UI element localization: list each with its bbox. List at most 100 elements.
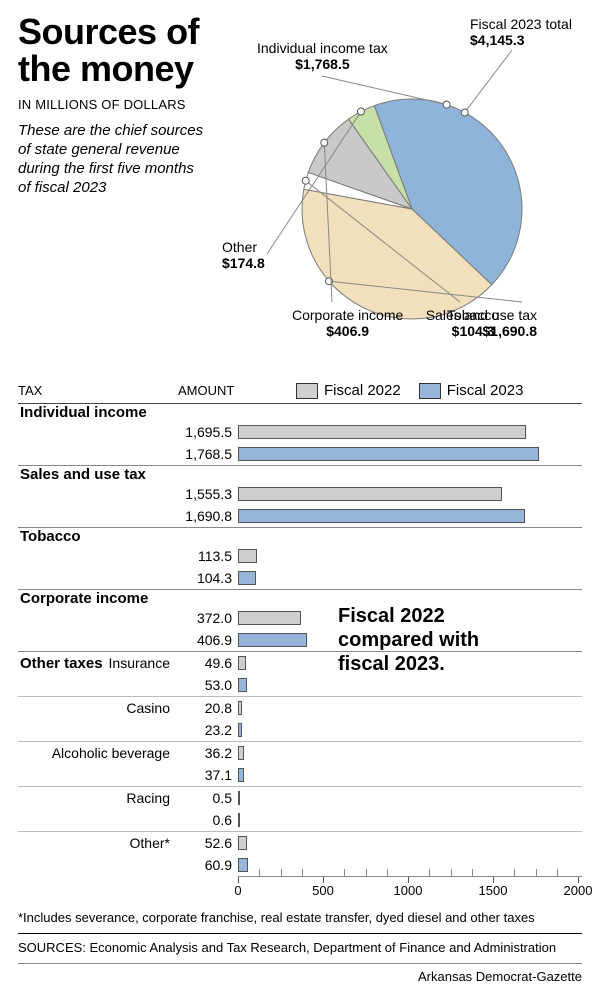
bar — [238, 858, 248, 872]
tick-label: 1000 — [394, 883, 423, 898]
tick-label: 1500 — [479, 883, 508, 898]
bar-row: 53.0 — [18, 674, 582, 696]
row-value: 104.3 — [178, 570, 238, 586]
bar-row: Casino20.8 — [18, 697, 582, 719]
legend-label-fy23: Fiscal 2023 — [447, 382, 524, 399]
row-value: 406.9 — [178, 632, 238, 648]
bar — [238, 678, 247, 692]
row-value: 52.6 — [178, 835, 238, 851]
bar — [238, 836, 247, 850]
top-section: Sources of the money IN MILLIONS OF DOLL… — [18, 14, 582, 374]
leader-marker — [357, 108, 364, 115]
tick-label: 2000 — [564, 883, 593, 898]
bar — [238, 768, 244, 782]
bar-track — [238, 858, 582, 872]
pie-slice-label: Corporate income$406.9 — [292, 307, 403, 339]
credit: Arkansas Democrat-Gazette — [18, 964, 582, 984]
row-value: 0.6 — [178, 812, 238, 828]
bar — [238, 746, 244, 760]
text-block: Sources of the money IN MILLIONS OF DOLL… — [18, 14, 218, 197]
row-value: 60.9 — [178, 857, 238, 873]
row-value: 23.2 — [178, 722, 238, 738]
swatch-fy23 — [419, 383, 441, 399]
sources: SOURCES: Economic Analysis and Tax Resea… — [18, 934, 582, 964]
group-title: Sales and use tax — [18, 466, 582, 483]
row-label: Racing — [18, 790, 178, 806]
bar — [238, 487, 502, 501]
row-value: 20.8 — [178, 700, 238, 716]
footnote: *Includes severance, corporate franchise… — [18, 910, 582, 934]
infographic-container: Sources of the money IN MILLIONS OF DOLL… — [0, 0, 600, 994]
bar-row: 37.1 — [18, 764, 582, 786]
row-value: 1,690.8 — [178, 508, 238, 524]
bar — [238, 813, 240, 827]
group-title: Tobacco — [18, 528, 582, 545]
description: These are the chief sources of state gen… — [18, 122, 208, 197]
row-value: 1,768.5 — [178, 446, 238, 462]
pie-slice-label: Tobacco$104.3 — [447, 307, 499, 339]
tick-minor — [536, 869, 537, 877]
bar-track — [238, 791, 582, 805]
bar-subgroup: Other*52.6 60.9 — [18, 832, 582, 876]
x-axis: 0500100015002000 — [238, 876, 582, 906]
bar-track — [238, 723, 582, 737]
legend: Fiscal 2022 Fiscal 2023 — [278, 382, 523, 399]
tick-minor — [557, 869, 558, 877]
row-value: 36.2 — [178, 745, 238, 761]
row-label: Other* — [18, 835, 178, 851]
bar — [238, 509, 525, 523]
bar-track — [238, 549, 582, 563]
tick-minor — [344, 869, 345, 877]
bar — [238, 791, 240, 805]
bar-group: Corporate income372.0406.9 — [18, 590, 582, 652]
tick-label: 0 — [234, 883, 241, 898]
bar — [238, 656, 246, 670]
bar-track — [238, 571, 582, 585]
bar — [238, 633, 307, 647]
bar-row: 1,555.3 — [18, 483, 582, 505]
tick-minor — [281, 869, 282, 877]
bar-track — [238, 768, 582, 782]
bar-row: 23.2 — [18, 719, 582, 741]
row-value: 113.5 — [178, 548, 238, 564]
row-label: Casino — [18, 700, 178, 716]
tick-minor — [366, 869, 367, 877]
bar-row: Other taxesInsurance49.6 — [18, 652, 582, 674]
bar-track — [238, 633, 582, 647]
bar-row: 60.9 — [18, 854, 582, 876]
tick-minor — [472, 869, 473, 877]
pie-slice-label: Individual income tax$1,768.5 — [257, 40, 388, 72]
bar-row: 1,690.8 — [18, 505, 582, 527]
bar-track — [238, 836, 582, 850]
bar-subgroup: Alcoholic beverage36.237.1 — [18, 742, 582, 787]
bar — [238, 447, 539, 461]
bar — [238, 723, 242, 737]
tick-minor — [514, 869, 515, 877]
bar-group: Sales and use tax1,555.3 1,690.8 — [18, 466, 582, 528]
bar-track — [238, 656, 582, 670]
tick-minor — [302, 869, 303, 877]
bar-group: Individual income 1,695.5 1,768.5 — [18, 404, 582, 466]
pie-total-label: Fiscal 2023 total$4,145.3 — [470, 16, 572, 48]
bar-track — [238, 611, 582, 625]
leader-line — [322, 76, 447, 105]
bar-row: 104.3 — [18, 567, 582, 589]
swatch-fy22 — [296, 383, 318, 399]
group-title: Individual income — [18, 404, 582, 421]
bar-row: Racing0.5 — [18, 787, 582, 809]
bar-group: Tobacco 113.5 104.3 — [18, 528, 582, 590]
bar — [238, 701, 242, 715]
row-value: 1,695.5 — [178, 424, 238, 440]
bar-track — [238, 701, 582, 715]
row-value: 37.1 — [178, 767, 238, 783]
leader-marker — [461, 109, 468, 116]
row-value: 53.0 — [178, 677, 238, 693]
row-value: 0.5 — [178, 790, 238, 806]
bar-row: 113.5 — [18, 545, 582, 567]
tick-minor — [429, 869, 430, 877]
bar-track — [238, 487, 582, 501]
leader-line — [465, 50, 512, 112]
bar-subgroup: Casino20.8 23.2 — [18, 697, 582, 742]
bar — [238, 425, 526, 439]
bar-track — [238, 509, 582, 523]
